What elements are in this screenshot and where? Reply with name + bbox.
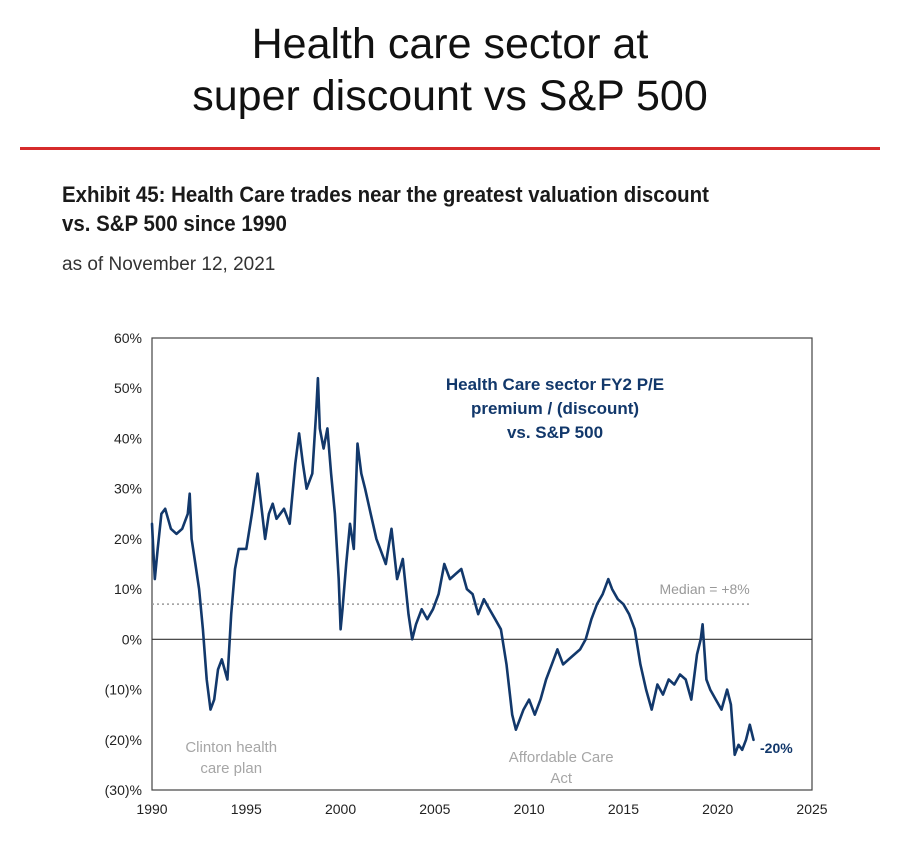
headline-line-2: super discount vs S&P 500	[192, 72, 708, 120]
y-tick-label: 20%	[114, 531, 142, 547]
exhibit-title: Exhibit 45: Health Care trades near the …	[62, 180, 806, 238]
y-tick-label: 0%	[122, 631, 142, 647]
x-tick-label: 1995	[231, 801, 262, 817]
as-of-date: as of November 12, 2021	[62, 254, 276, 275]
y-tick-label: 10%	[114, 581, 142, 597]
chart-labels: 60% 50% 40% 30% 20% 10% 0% (10)% (20)% (30)% 1990 1…	[105, 330, 828, 817]
y-tick-label: 40%	[114, 430, 142, 446]
y-tick-label: (30)%	[105, 782, 142, 798]
y-tick-label: (20)%	[105, 732, 142, 748]
x-tick-label: 2015	[608, 801, 639, 817]
series-label-line: premium / (discount)	[471, 399, 639, 418]
y-tick-label: 30%	[114, 481, 142, 497]
event-annotation-line: care plan	[200, 760, 262, 777]
x-tick-label: 1990	[136, 801, 167, 817]
median-label: Median = +8%	[659, 581, 749, 597]
x-tick-label: 2010	[514, 801, 545, 817]
x-tick-label: 2000	[325, 801, 356, 817]
x-tick-label: 2005	[419, 801, 450, 817]
y-tick-label: 50%	[114, 380, 142, 396]
series-label-line: Health Care sector FY2 P/E	[446, 375, 664, 394]
end-value-label: -20%	[760, 740, 793, 756]
event-annotation-line: Affordable Care	[509, 749, 614, 766]
plot-frame	[151, 337, 813, 791]
headline: Health care sector at super discount vs …	[0, 18, 900, 122]
headline-line-1: Health care sector at	[251, 20, 649, 68]
event-annotation-line: Clinton health	[185, 739, 277, 756]
event-annotation: Affordable Care Act	[509, 749, 614, 787]
x-tick-label: 2020	[702, 801, 733, 817]
series-label: Health Care sector FY2 P/E premium / (dis…	[446, 375, 664, 442]
y-tick-label: 60%	[114, 330, 142, 346]
red-divider	[20, 147, 880, 150]
y-tick-label: (10)%	[105, 682, 142, 698]
event-annotation: Clinton health care plan	[185, 739, 277, 777]
series-label-line: vs. S&P 500	[507, 423, 603, 442]
x-tick-label: 2025	[796, 801, 827, 817]
exhibit-title-line-1: Exhibit 45: Health Care trades near the …	[62, 182, 709, 207]
exhibit-title-line-2: vs. S&P 500 since 1990	[62, 211, 287, 236]
event-annotation-line: Act	[550, 770, 573, 787]
chart-marks	[150, 376, 755, 757]
series-line	[150, 376, 755, 757]
